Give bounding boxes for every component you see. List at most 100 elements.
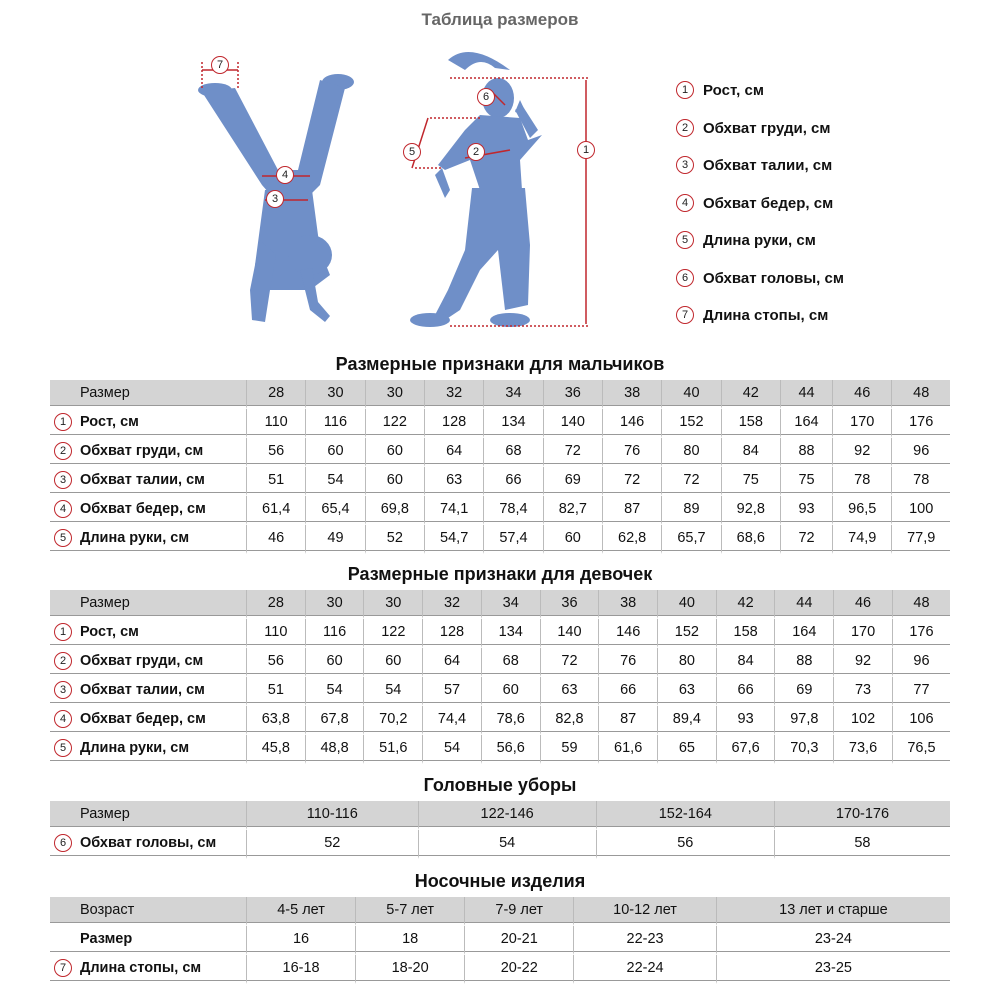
table-row: 4 Обхват бедер, см 61,4 65,4 69,8 74,1 78,4 82,…: [50, 496, 950, 525]
row-label-text: Обхват груди, см: [80, 652, 204, 669]
header-cell: 30: [365, 380, 425, 409]
header-cell: 44: [780, 380, 834, 409]
table-cell: 76,5: [892, 735, 950, 764]
figures-illustration: [198, 52, 590, 327]
number-badge: 5: [54, 739, 72, 757]
table-cell: 60: [364, 648, 424, 677]
number-badge: 3: [676, 156, 694, 174]
table-cell: 70,2: [364, 706, 424, 735]
number-badge: 6: [54, 834, 72, 852]
table-cell: 66: [484, 467, 544, 496]
header-cell: 7-9 лет: [465, 897, 575, 926]
table-cell: 54: [364, 677, 424, 706]
row-label-text: Обхват головы, см: [80, 834, 217, 851]
header-cell: 36: [543, 380, 603, 409]
table-cell: 134: [484, 409, 544, 438]
table-cell: 67,8: [305, 706, 365, 735]
header-cell: 30: [305, 590, 365, 619]
table-cell: 89: [662, 496, 722, 525]
table-cell: 74,4: [423, 706, 482, 735]
table-cell: 87: [599, 706, 659, 735]
legend-item: 3 Обхват талии, см: [676, 156, 832, 174]
legend-item: 4 Обхват бедер, см: [676, 194, 833, 212]
table-cell: 68,6: [721, 525, 781, 554]
row-label-text: Длина руки, см: [80, 739, 190, 756]
table-row: 2 Обхват груди, см 56 60 60 64 68 72 76 80 84 88 92 9…: [50, 648, 950, 677]
table-cell: 140: [543, 409, 603, 438]
header-cell: 46: [833, 380, 893, 409]
table-cell: 63,8: [247, 706, 306, 735]
table-cell: 56: [247, 648, 306, 677]
table-cell: 46: [247, 525, 307, 554]
table-cell: 66: [599, 677, 659, 706]
table-cell: 72: [543, 438, 603, 467]
header-cell: 28: [247, 590, 306, 619]
table-cell: 48,8: [305, 735, 365, 764]
table-cell: 77: [892, 677, 950, 706]
table-cell: 116: [305, 619, 365, 648]
legend-label: Длина руки, см: [703, 231, 816, 249]
table-cell: 93: [780, 496, 834, 525]
table-cell: 63: [424, 467, 485, 496]
hats-size-table: Размер 110-116 122-146 152-164 170-176 6 Обхва…: [50, 801, 950, 859]
legend-item: 1 Рост, см: [676, 81, 764, 99]
header-row: Размер 110-116 122-146 152-164 170-176: [50, 801, 950, 830]
marker-7: 7: [211, 56, 229, 74]
table-cell: 23-24: [716, 926, 950, 955]
table-cell: 78,6: [481, 706, 541, 735]
number-badge: 2: [676, 119, 694, 137]
table-cell: 54: [418, 830, 597, 859]
table-cell: 74,9: [833, 525, 893, 554]
table-cell: 176: [892, 619, 950, 648]
header-label: Размер: [50, 380, 247, 409]
row-label: 1 Рост, см: [50, 619, 247, 648]
table-cell: 54,7: [424, 525, 485, 554]
girls-table-title: Размерные признаки для девочек: [347, 564, 653, 584]
row-label: 2 Обхват груди, см: [50, 648, 247, 677]
table-cell: 60: [306, 438, 366, 467]
table-cell: 82,7: [543, 496, 603, 525]
header-cell: 32: [424, 380, 485, 409]
legend-label: Обхват головы, см: [703, 269, 844, 287]
row-label-text: Рост, см: [80, 623, 139, 640]
table-cell: 128: [424, 409, 485, 438]
header-cell: 34: [481, 590, 541, 619]
row-label: 6 Обхват головы, см: [50, 830, 247, 859]
header-cell: 38: [599, 590, 659, 619]
table-cell: 65,7: [662, 525, 722, 554]
table-row: 7 Длина стопы, см 16-18 18-20 20-22 22-24 23-2…: [50, 955, 950, 984]
table-cell: 72: [662, 467, 722, 496]
legend-label: Обхват бедер, см: [703, 194, 834, 212]
table-cell: 63: [540, 677, 600, 706]
header-cell: 13 лет и старше: [716, 897, 950, 926]
table-cell: 100: [892, 496, 950, 525]
table-cell: 61,6: [599, 735, 659, 764]
number-badge: 4: [54, 710, 72, 728]
table-cell: 78: [892, 467, 950, 496]
table-row: 3 Обхват талии, см 51 54 60 63 66 69 72 72 75 75 78 7…: [50, 467, 950, 496]
header-cell: 40: [662, 380, 722, 409]
header-cell: 40: [658, 590, 717, 619]
legend-item: 5 Длина руки, см: [676, 231, 816, 249]
table-cell: 57: [423, 677, 482, 706]
row-label-text: Обхват талии, см: [80, 681, 205, 698]
page-title: Таблица размеров: [421, 10, 579, 29]
table-row: 3 Обхват талии, см 51 54 54 57 60 63 66 63 66 69 73 7…: [50, 677, 950, 706]
standing-girl-figure: [410, 52, 542, 327]
table-cell: 84: [716, 648, 776, 677]
number-badge: 3: [54, 471, 72, 489]
table-cell: 54: [305, 677, 365, 706]
table-cell: 116: [306, 409, 366, 438]
table-cell: 72: [540, 648, 600, 677]
table-cell: 64: [424, 438, 485, 467]
table-cell: 158: [721, 409, 781, 438]
table-cell: 73: [834, 677, 893, 706]
header-cell: 30: [306, 380, 366, 409]
header-label: Возраст: [50, 897, 247, 926]
table-cell: 78,4: [484, 496, 544, 525]
row-label: Размер: [50, 926, 247, 955]
table-cell: 68: [484, 438, 544, 467]
row-label-text: Обхват талии, см: [80, 471, 205, 488]
table-cell: 18-20: [356, 955, 466, 984]
table-cell: 110: [247, 409, 307, 438]
